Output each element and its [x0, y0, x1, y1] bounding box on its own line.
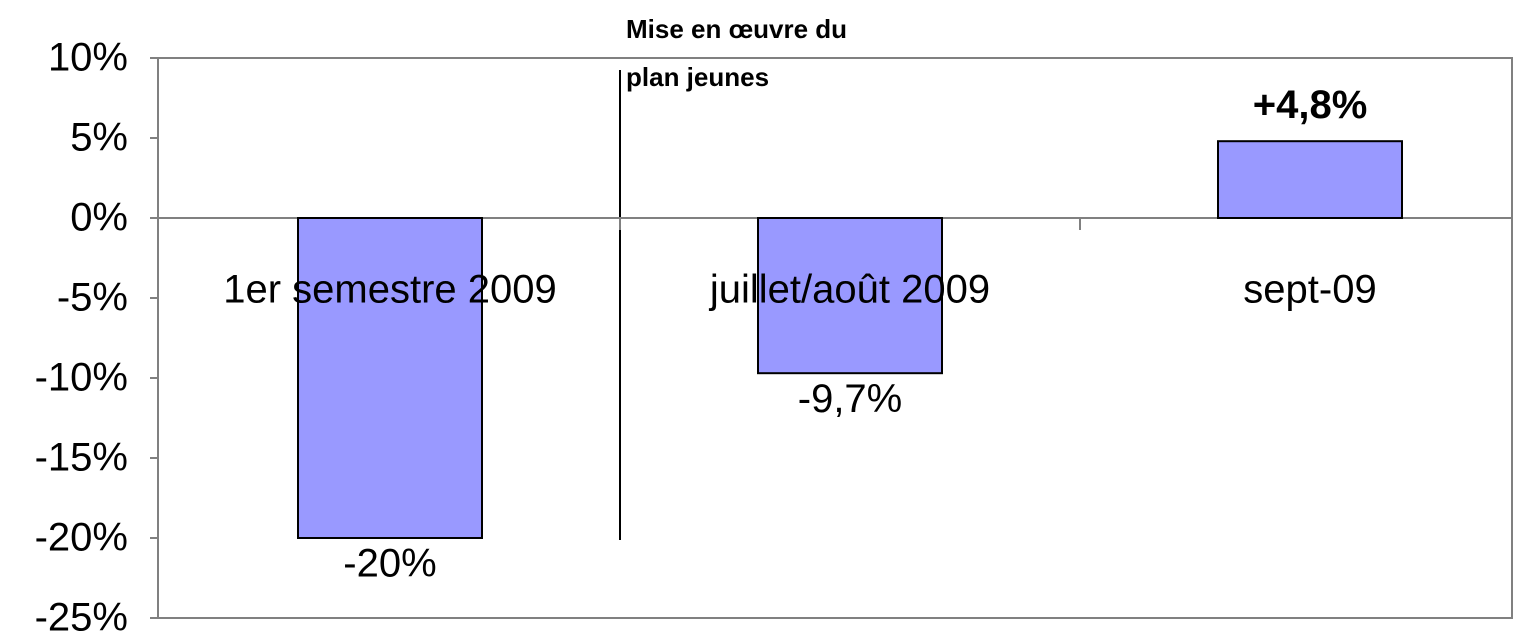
y-tick-label: -15%: [35, 436, 128, 480]
annotation: plan jeunes: [626, 62, 769, 92]
data-label: -20%: [343, 542, 436, 586]
data-label: +4,8%: [1253, 83, 1368, 127]
bar: [297, 217, 483, 539]
data-label: -9,7%: [798, 377, 903, 421]
y-tick-label: 5%: [70, 116, 128, 160]
bar: [1217, 140, 1403, 219]
annotation: Mise en œuvre du: [626, 14, 847, 44]
y-tick-label: -5%: [57, 276, 128, 320]
y-tick-label: -20%: [35, 516, 128, 560]
bar: [757, 217, 943, 375]
x-tick-label: sept-09: [1243, 268, 1376, 312]
y-tick-label: -25%: [35, 596, 128, 635]
y-tick-label: 0%: [70, 196, 128, 240]
x-tick-label: juillet/août 2009: [709, 268, 990, 312]
y-tick-label: 10%: [48, 36, 128, 80]
x-tick-label: 1er semestre 2009: [223, 268, 557, 312]
y-tick-label: -10%: [35, 356, 128, 400]
